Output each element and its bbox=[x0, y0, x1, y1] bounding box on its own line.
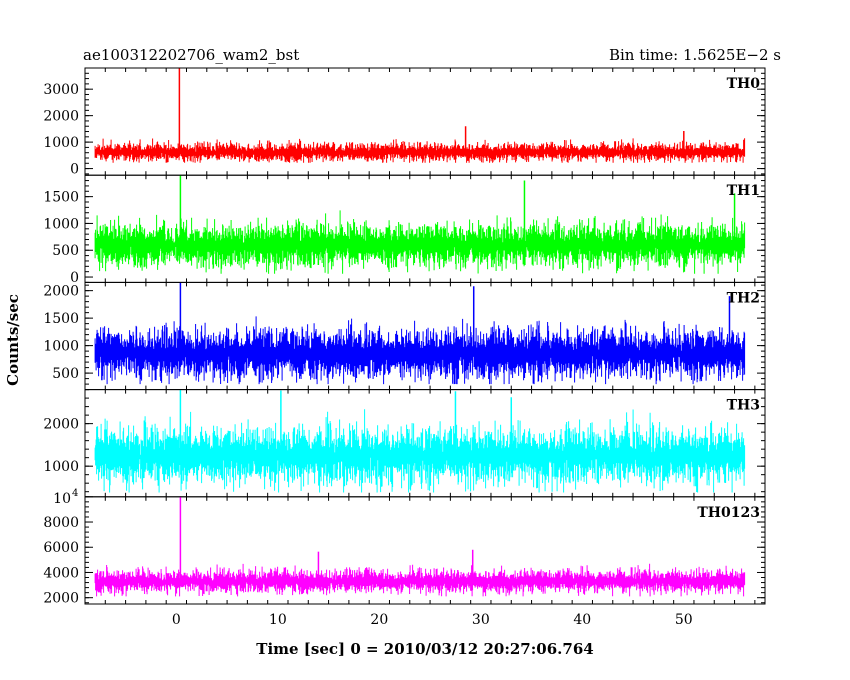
panel-th3: 1000 2000 TH3 bbox=[43, 389, 766, 498]
series-noise-th0123 bbox=[94, 563, 746, 597]
series-noise-th3 bbox=[94, 409, 746, 493]
y-tick-label-th2-0: 500 bbox=[52, 366, 79, 382]
x-tick-label-2: 20 bbox=[370, 612, 388, 628]
y-tick-label-th2-2: 1500 bbox=[43, 311, 79, 327]
y-axis-label: Counts/sec bbox=[4, 294, 22, 386]
series-th2 bbox=[94, 282, 746, 385]
y-tick-label-th0123-1: 4000 bbox=[43, 565, 79, 581]
x-tick-label-4: 40 bbox=[573, 612, 591, 628]
panel-th0: 0 1000 2000 3000 TH0 bbox=[43, 67, 766, 178]
y-top-label-exponent: 4 bbox=[72, 488, 78, 499]
panel-frame-th0123 bbox=[84, 496, 766, 605]
panel-label-th2: TH2 bbox=[727, 290, 760, 306]
y-tick-label-th1-3: 1500 bbox=[43, 190, 79, 206]
x-tick-label-5: 50 bbox=[675, 612, 693, 628]
series-noise-th2 bbox=[94, 316, 746, 385]
series-noise-th1 bbox=[94, 210, 746, 274]
y-tick-label-th3-1: 2000 bbox=[43, 417, 79, 433]
panel-label-th3: TH3 bbox=[727, 398, 760, 414]
x-tick-label-0: 0 bbox=[172, 612, 181, 628]
y-tick-label-th0-2: 2000 bbox=[43, 109, 79, 125]
chart-title-left: ae100312202706_wam2_bst bbox=[83, 46, 299, 64]
chart-title-right: Bin time: 1.5625E−2 s bbox=[609, 46, 781, 64]
series-noise-th0 bbox=[94, 138, 746, 163]
panel-label-th0123: TH0123 bbox=[697, 505, 760, 521]
y-top-label: 10 bbox=[53, 491, 71, 507]
panel-label-th1: TH1 bbox=[727, 183, 760, 199]
series-th0123 bbox=[94, 496, 746, 597]
panel-label-th0: TH0 bbox=[727, 76, 761, 92]
y-tick-label-th2-1: 1000 bbox=[43, 339, 79, 355]
series-th0 bbox=[94, 68, 746, 163]
panel-frame-th2 bbox=[84, 281, 766, 391]
x-tick-label-1: 10 bbox=[269, 612, 287, 628]
panel-th2: 500 1000 1500 2000 TH2 bbox=[43, 281, 766, 391]
x-axis-label: Time [sec] 0 = 2010/03/12 20:27:06.764 bbox=[256, 640, 593, 658]
y-tick-label-th0123-0: 2000 bbox=[43, 591, 79, 607]
y-tick-label-th0123-3: 8000 bbox=[43, 515, 79, 531]
y-tick-label-th1-2: 1000 bbox=[43, 216, 79, 232]
y-tick-label-th1-0: 0 bbox=[70, 270, 79, 286]
y-tick-label-th1-1: 500 bbox=[52, 243, 79, 259]
y-tick-label-th2-3: 2000 bbox=[43, 284, 79, 300]
panel-th1: 0 500 1000 1500 TH1 bbox=[43, 174, 766, 286]
y-tick-label-th0-0: 0 bbox=[70, 162, 79, 178]
y-tick-label-th0123-2: 6000 bbox=[43, 540, 79, 556]
series-th1 bbox=[94, 175, 746, 274]
y-tick-label-th0-1: 1000 bbox=[43, 135, 79, 151]
y-tick-label-th0-3: 3000 bbox=[43, 82, 79, 98]
y-tick-label-th3-0: 1000 bbox=[43, 459, 79, 475]
x-tick-label-3: 30 bbox=[472, 612, 490, 628]
series-th3 bbox=[94, 389, 746, 493]
